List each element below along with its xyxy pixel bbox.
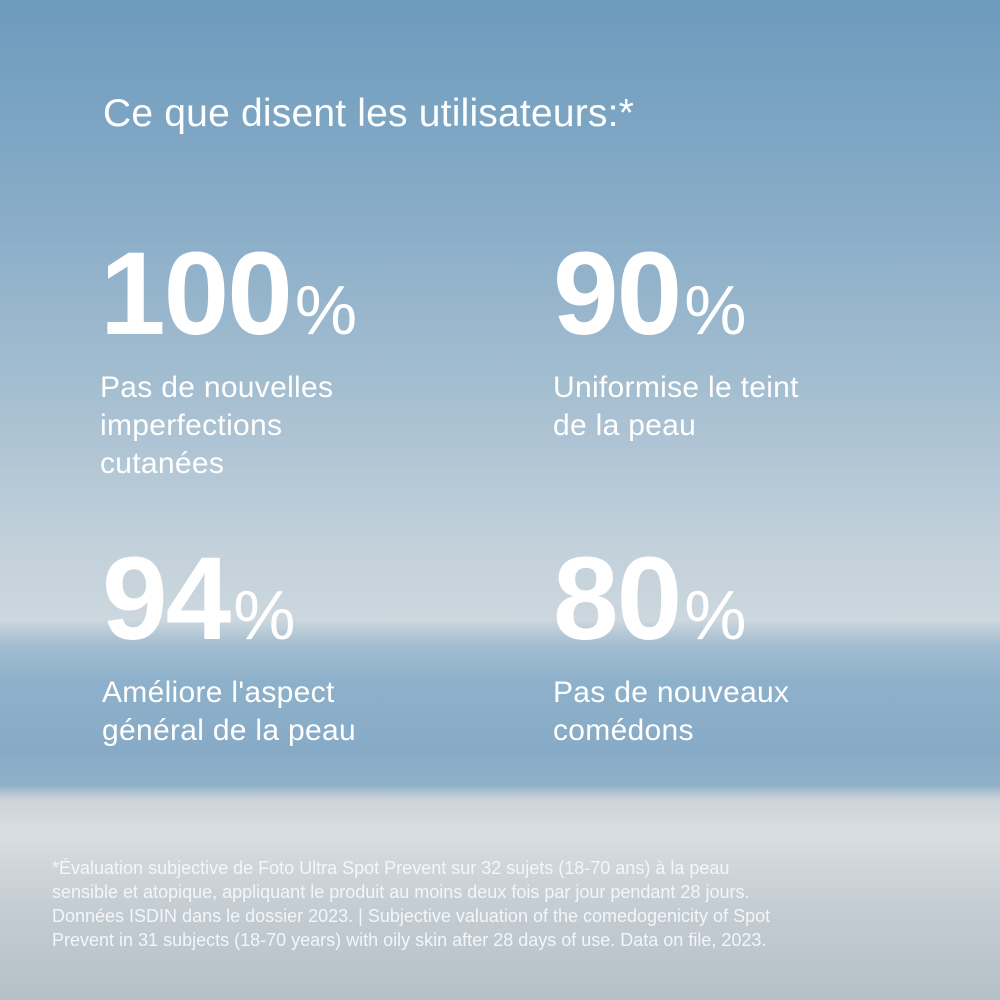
page-title: Ce que disent les utilisateurs:* [103, 92, 635, 135]
stat-label: Pas de nouveaux comédons [553, 676, 790, 747]
stat-label: Uniformise le teint de la peau [553, 371, 799, 442]
stat-value: 94% [102, 533, 296, 665]
ice-background [0, 785, 1000, 1000]
stat-100: 100% Pas de nouvelles imperfections cutané… [100, 235, 357, 483]
stat-value: 80% [553, 533, 747, 665]
stat-label: Pas de nouvelles imperfections cutanées [100, 371, 334, 480]
stat-94: 94% Améliore l'aspect général de la peau [102, 540, 356, 750]
stat-label: Améliore l'aspect général de la peau [102, 676, 356, 747]
stat-value: 90% [553, 228, 747, 360]
stat-80: 80% Pas de nouveaux comédons [553, 540, 789, 750]
stat-value: 100% [100, 228, 358, 360]
footnote: *Évaluation subjective de Foto Ultra Spo… [52, 858, 771, 950]
stat-90: 90% Uniformise le teint de la peau [553, 235, 799, 445]
